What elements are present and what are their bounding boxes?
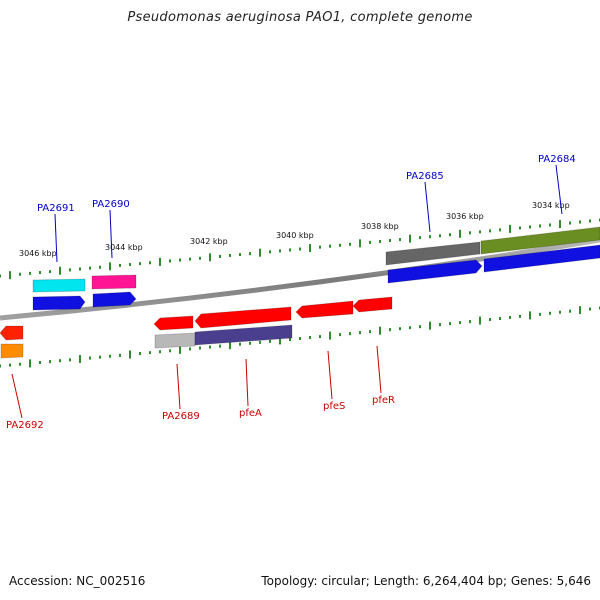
cds-block-pa2689[interactable] [154,332,196,349]
page-title: Pseudomonas aeruginosa PAO1, complete ge… [127,10,473,25]
tick-label: 3040 kbp [276,231,314,240]
gene-label-pa2684[interactable]: PA2684 [538,154,576,165]
gene-block-pa2684[interactable] [480,226,600,255]
label-leader-line [424,181,431,233]
gene-label-pa2691[interactable]: PA2691 [37,203,75,214]
gene-labels: PA2691 PA2690 PA2685 PA2684 PA2692 PA2689 pfeA… [6,154,576,431]
gene-label-pfes[interactable]: pfeS [323,401,345,412]
cds-block-pa2691[interactable] [32,295,86,311]
label-leader-line [376,345,382,394]
tick-label: 3046 kbp [19,249,57,258]
label-leader-line [245,358,249,407]
cds-block-pa2685[interactable] [387,259,483,284]
gene-block-pa2685[interactable] [385,241,481,266]
outer-tick-ring: 3046 kbp 3044 kbp 3042 kbp 3040 kbp 3038 kbp… [0,201,600,280]
gene-block-pa2690[interactable] [91,274,137,290]
gene-block-pfea[interactable] [194,306,292,329]
gene-label-pa2692[interactable]: PA2692 [6,420,44,431]
label-leader-line [327,350,333,400]
tick-label: 3038 kbp [361,222,399,231]
cds-block-pa2690[interactable] [92,291,137,308]
cds-block-pa2684[interactable] [483,244,600,273]
label-leader-line [176,363,181,410]
label-leader-line [555,164,563,215]
tick-label: 3042 kbp [190,237,228,246]
label-leader-line [54,213,58,263]
inner-tick-ring [0,306,600,368]
gene-block-pa2691[interactable] [32,278,86,293]
tick-label: 3044 kbp [105,243,143,252]
gene-block-pfer[interactable] [352,296,393,313]
gene-label-pfea[interactable]: pfeA [239,408,262,419]
gene-label-pa2689[interactable]: PA2689 [162,411,200,422]
gene-label-pfer[interactable]: pfeR [372,395,395,406]
gene-features [0,226,600,359]
cds-block-pa2692[interactable] [0,343,24,359]
gene-label-pa2685[interactable]: PA2685 [406,171,444,182]
label-leader-line [11,373,23,419]
tick-label: 3034 kbp [532,201,570,210]
genome-summary-text: Topology: circular; Length: 6,264,404 bp… [261,574,591,588]
label-leader-line [109,209,113,259]
gene-block-pfes[interactable] [295,300,354,319]
accession-text: Accession: NC_002516 [9,574,146,588]
gene-label-pa2690[interactable]: PA2690 [92,199,130,210]
genome-backbone [0,237,600,321]
tick-label: 3036 kbp [446,212,484,221]
gene-block-pa2692[interactable] [0,325,24,341]
cds-block-pfea[interactable] [194,324,293,346]
gene-block-pa2689[interactable] [153,315,194,331]
